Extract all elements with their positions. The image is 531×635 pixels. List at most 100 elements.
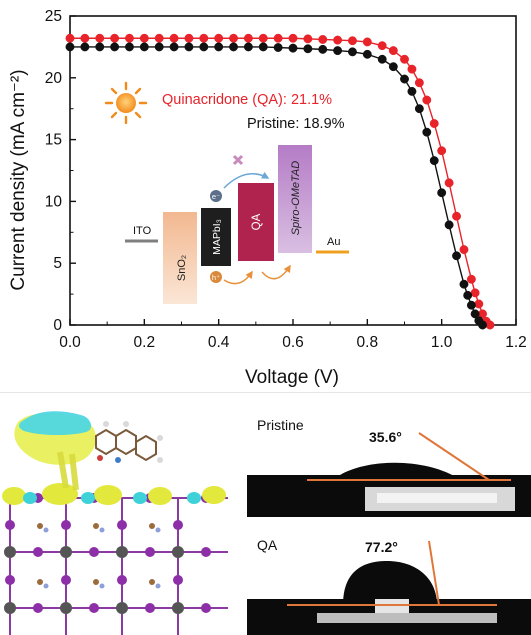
sun-icon <box>104 81 148 125</box>
sno2-label: SnO₂ <box>176 255 188 281</box>
data-point <box>80 33 90 43</box>
data-point <box>229 42 238 52</box>
data-point <box>485 320 495 330</box>
mapbi3-label: MAPbI₃ <box>211 219 223 255</box>
data-point <box>414 104 424 114</box>
data-point <box>470 309 480 319</box>
series-1 <box>65 42 487 330</box>
x-tick-label: 0.8 <box>357 334 379 351</box>
data-point <box>437 146 447 156</box>
data-point <box>229 33 238 43</box>
hole-label: h⁺ <box>212 273 220 282</box>
data-point <box>184 42 194 52</box>
blocked-cross-icon <box>232 154 244 166</box>
data-point <box>478 320 487 330</box>
data-point <box>199 33 209 43</box>
qa-angle: 77.2° <box>365 539 398 555</box>
spiro-block <box>278 145 312 253</box>
x-tick-label: 1.0 <box>431 334 453 351</box>
data-point <box>125 42 134 52</box>
data-point <box>125 33 134 43</box>
data-point <box>154 42 164 52</box>
data-point <box>466 274 476 284</box>
data-point <box>258 42 268 52</box>
data-point <box>273 43 283 52</box>
y-tick-label: 15 <box>45 132 62 149</box>
data-series <box>65 33 495 330</box>
data-point <box>348 36 357 46</box>
data-point <box>199 42 209 52</box>
charge-density-panel <box>0 402 235 635</box>
x-axis-label: Voltage (V) <box>245 367 339 388</box>
data-point <box>333 46 343 56</box>
energy-level-diagram: ITO SnO₂ MAPbI₃ QA Spiro-OMeTAD Au e⁻ h⁺ <box>125 145 349 304</box>
data-point <box>388 46 398 56</box>
y-tick-label: 25 <box>45 8 62 25</box>
mapbi3-block <box>201 208 231 266</box>
data-point <box>110 33 120 43</box>
qa-droplet-image <box>247 540 531 635</box>
x-tick-label: 0.2 <box>134 334 156 351</box>
panel-separator <box>0 392 531 393</box>
charge-density-image <box>0 402 235 635</box>
pristine-angle: 35.6° <box>369 429 402 445</box>
data-point <box>452 251 461 261</box>
data-point <box>214 42 224 52</box>
data-point <box>429 156 439 166</box>
data-point <box>169 42 179 52</box>
y-tick-label: 10 <box>45 193 63 210</box>
x-tick-label: 0.0 <box>59 334 81 351</box>
data-point <box>466 300 476 310</box>
data-point <box>139 33 149 43</box>
data-point <box>139 42 149 52</box>
data-point <box>452 211 461 221</box>
data-point <box>463 290 473 300</box>
qa-block-label: QA <box>251 213 263 230</box>
data-point <box>444 178 454 188</box>
qa-label: QA <box>257 537 278 553</box>
y-axis-label: Current density (mA cm⁻²) <box>8 69 29 290</box>
y-tick-label: 20 <box>45 70 63 87</box>
au-label: Au <box>327 236 340 248</box>
data-point <box>273 33 283 43</box>
series-0 <box>65 33 495 330</box>
data-point <box>459 279 469 289</box>
hole-icon <box>210 271 222 283</box>
x-tick-label: 0.6 <box>282 334 304 351</box>
data-point <box>184 33 194 43</box>
data-point <box>318 44 328 54</box>
data-point <box>414 78 424 88</box>
data-point <box>318 35 328 44</box>
data-point <box>400 74 409 84</box>
electron-label: e⁻ <box>212 192 220 201</box>
data-point <box>400 54 409 64</box>
data-point <box>377 41 387 51</box>
data-point <box>169 33 179 43</box>
legend-qa: Quinacridone (QA): 21.1% <box>162 92 332 108</box>
data-point <box>348 47 357 57</box>
hole-arrow-2 <box>261 264 291 280</box>
data-point <box>243 42 253 52</box>
data-point <box>110 42 120 52</box>
electron-icon <box>210 190 222 202</box>
data-point <box>65 42 75 52</box>
data-point <box>80 42 90 52</box>
sno2-block <box>163 212 197 304</box>
contact-angle-panel: Pristine 35.6° QA 77.2° <box>247 403 531 635</box>
data-point <box>303 44 313 54</box>
data-point <box>444 220 454 230</box>
data-point <box>303 34 313 44</box>
data-point <box>422 95 432 105</box>
series-line <box>70 46 484 326</box>
data-point <box>429 119 439 128</box>
data-point <box>459 245 469 255</box>
data-point <box>65 33 75 43</box>
data-point <box>377 54 387 64</box>
data-point <box>407 64 417 74</box>
data-point <box>214 33 224 43</box>
data-point <box>474 299 484 309</box>
data-point <box>258 33 268 43</box>
data-point <box>362 37 372 47</box>
data-point <box>288 43 298 53</box>
